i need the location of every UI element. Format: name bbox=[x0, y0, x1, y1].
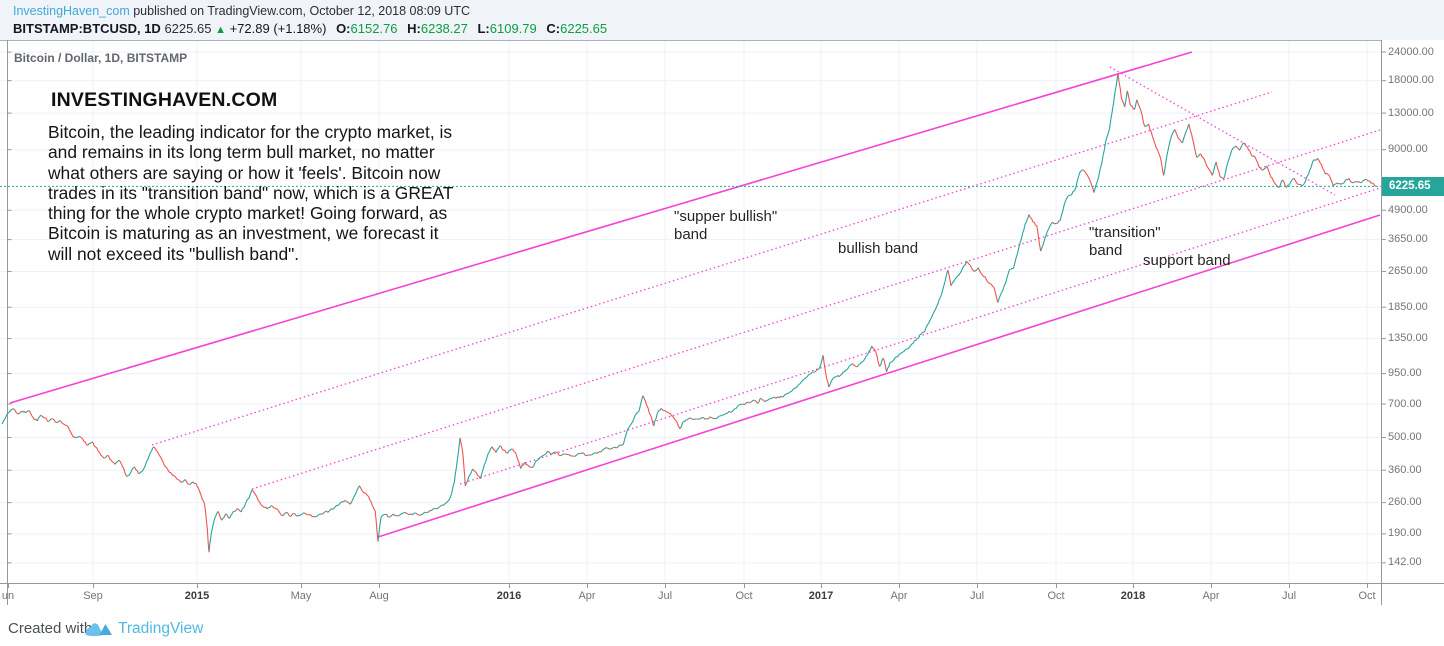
supper-bullish-band-label: "supper bullish" band bbox=[674, 208, 778, 243]
supper-bullish-band-top bbox=[9, 51, 1193, 404]
x-axis-label: Sep bbox=[83, 590, 103, 602]
price-up-segments bbox=[1, 73, 1373, 553]
gridlines bbox=[0, 40, 1381, 583]
author-link[interactable]: InvestingHaven_com bbox=[13, 4, 130, 18]
annotation-line: will not exceed its "bullish band". bbox=[48, 243, 300, 264]
close-label: C: bbox=[546, 21, 561, 36]
open-label: O: bbox=[336, 21, 351, 36]
y-axis-label: 2650.00 bbox=[1388, 264, 1428, 277]
x-axis-label: 2018 bbox=[1120, 590, 1146, 602]
x-axis-label: Aug bbox=[369, 590, 389, 602]
y-axis-label: 13000.00 bbox=[1388, 106, 1434, 119]
annotation-line: Bitcoin, the leading indicator for the c… bbox=[48, 122, 453, 142]
x-axis-label: 2016 bbox=[496, 590, 522, 602]
snapshot-footer: Created with TradingView bbox=[0, 612, 1444, 646]
annotation-line: and remains in its long term bull market… bbox=[48, 142, 435, 163]
transition-band-label: "transition" band bbox=[1089, 224, 1161, 259]
price-down-segments bbox=[13, 73, 1377, 553]
y-axis-label: 500.00 bbox=[1388, 431, 1422, 444]
x-axis-label: Apr bbox=[1202, 590, 1220, 602]
annotation-line: what others are saying or how it 'feels'… bbox=[48, 162, 441, 183]
watermark-title: INVESTINGHAVEN.COM bbox=[51, 89, 278, 111]
y-axis-label: 4900.00 bbox=[1388, 203, 1428, 216]
x-axis-label: Oct bbox=[1047, 590, 1065, 602]
y-axis-label: 1850.00 bbox=[1388, 300, 1428, 313]
y-axis-label: 950.00 bbox=[1388, 367, 1422, 380]
price-series bbox=[1, 73, 1377, 553]
annotation-line: Bitcoin is maturing as an investment, we… bbox=[48, 223, 439, 244]
tradingview-link[interactable]: TradingView bbox=[118, 620, 204, 637]
x-axis-label: May bbox=[290, 590, 312, 602]
support-band-label: support band bbox=[1143, 252, 1231, 269]
x-axis-label: Jul bbox=[657, 590, 673, 602]
y-axis-label: 700.00 bbox=[1388, 397, 1422, 410]
x-axis-label: Apr bbox=[890, 590, 908, 602]
y-axis-label: 1350.00 bbox=[1388, 332, 1428, 345]
tradingview-logo-icon bbox=[85, 623, 112, 637]
y-axis-label: 24000.00 bbox=[1388, 45, 1434, 58]
downtrend-line bbox=[1109, 66, 1336, 196]
high-label: H: bbox=[407, 21, 421, 36]
y-axis-label: 360.00 bbox=[1388, 463, 1422, 476]
y-axis-label: 18000.00 bbox=[1388, 74, 1434, 87]
annotation-line: trades in its "transition band" now, whi… bbox=[48, 182, 454, 203]
trend-lines bbox=[9, 51, 1381, 538]
low-label: L: bbox=[477, 21, 490, 36]
bullish-band-label: bullish band bbox=[838, 240, 919, 257]
y-axis-label: 9000.00 bbox=[1388, 143, 1428, 156]
x-axis-label: 2017 bbox=[808, 590, 834, 602]
symbol-name: BITSTAMP:BTCUSD, 1D bbox=[13, 21, 161, 36]
x-axis-label: Oct bbox=[735, 590, 753, 602]
analysis-annotation: Bitcoin, the leading indicator for the c… bbox=[48, 122, 453, 264]
y-axis-label: 142.00 bbox=[1388, 556, 1422, 569]
chart-frame bbox=[0, 40, 1444, 605]
support-band-bottom bbox=[377, 214, 1381, 538]
publish-info: published on TradingView.com, October 12… bbox=[129, 4, 470, 18]
x-axis-label: un bbox=[1, 590, 15, 602]
price-change: +72.89 (+1.18%) bbox=[229, 21, 327, 36]
y-axis-label: 260.00 bbox=[1388, 496, 1422, 509]
chart-legend: Bitcoin / Dollar, 1D, BITSTAMP bbox=[14, 51, 188, 65]
x-axis-label: Jul bbox=[969, 590, 985, 602]
open-value: 6152.76 bbox=[350, 21, 398, 36]
transition-band-bottom bbox=[459, 187, 1381, 485]
x-axis-label: Apr bbox=[578, 590, 596, 602]
y-axis-label: 190.00 bbox=[1388, 527, 1422, 540]
created-with-label: Created with bbox=[8, 620, 93, 637]
up-arrow-icon: ▲ bbox=[215, 24, 226, 36]
last-price-badge: 6225.65 bbox=[1382, 177, 1444, 196]
low-value: 6109.79 bbox=[489, 21, 537, 36]
last-price: 6225.65 bbox=[164, 21, 212, 36]
x-axis-label: Oct bbox=[1358, 590, 1376, 602]
symbol-line: BITSTAMP:BTCUSD, 1D 6225.65 ▲ +72.89 (+1… bbox=[13, 21, 607, 36]
annotation-line: thing for the whole crypto market! Going… bbox=[48, 203, 448, 224]
x-axis-label: Jul bbox=[1281, 590, 1297, 602]
publish-line: InvestingHaven_com published on TradingV… bbox=[13, 4, 470, 18]
high-value: 6238.27 bbox=[420, 21, 468, 36]
y-axis-label: 3650.00 bbox=[1388, 233, 1428, 246]
x-axis-label: 2015 bbox=[184, 590, 210, 602]
snapshot-header: InvestingHaven_com published on TradingV… bbox=[0, 0, 1444, 40]
close-value: 6225.65 bbox=[560, 21, 608, 36]
